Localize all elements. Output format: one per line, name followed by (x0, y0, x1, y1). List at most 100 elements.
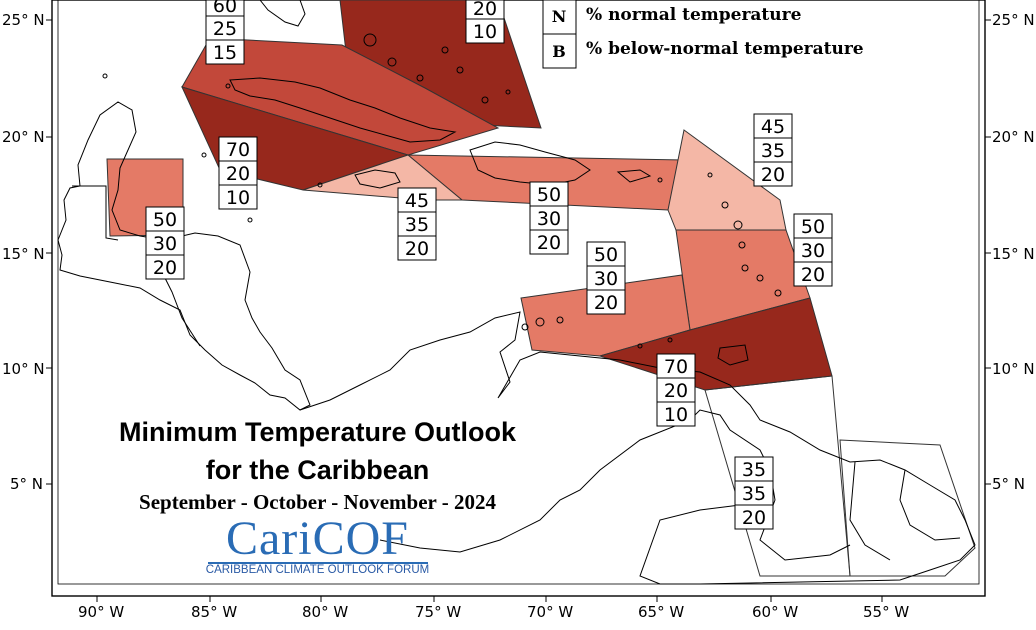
prob-value: 35 (405, 214, 429, 236)
longitude-labels: 90° W 85° W 80° W 75° W 70° W 65° W 60° … (78, 603, 909, 621)
lon-label: 80° W (302, 603, 348, 621)
prob-value: 45 (405, 190, 429, 212)
lon-label: 65° W (638, 603, 684, 621)
region-guianas-east (839, 439, 976, 577)
legend-text-below: % below-normal temperature (586, 39, 864, 59)
prob-cell (529, 205, 569, 231)
map-title-line2: for the Caribbean (205, 455, 430, 485)
prob-value: 30 (153, 233, 177, 255)
coastline-trinidad (717, 344, 749, 366)
prob-cell (145, 230, 185, 256)
prob-value: 20 (742, 507, 766, 529)
prob-value: 20 (761, 164, 785, 186)
prob-value: 25 (213, 18, 237, 40)
inner-frame (57, 0, 980, 585)
prob-cell (656, 401, 696, 427)
prob-cell (734, 504, 774, 530)
legend-text-normal: % normal temperature (586, 5, 802, 25)
prob-value: 50 (594, 244, 618, 266)
prob-value: 50 (801, 216, 825, 238)
probability-box-bahamas-west: 60 25 15 (205, 0, 245, 65)
prob-cell (656, 353, 696, 379)
prob-value: 30 (537, 208, 561, 230)
coastline-jamaica (354, 169, 401, 189)
prob-cell (793, 213, 833, 239)
prob-cell (397, 235, 437, 261)
prob-cell (586, 265, 626, 291)
prob-value: 60 (213, 0, 237, 17)
prob-value: 20 (153, 257, 177, 279)
prob-cell (753, 161, 793, 187)
lat-label: 15° N (992, 245, 1035, 263)
probability-box-bahamas-east: 20 10 (465, 0, 505, 44)
lat-label: 5° N (10, 475, 43, 493)
small-islands (102, 33, 782, 349)
lat-label: 20° N (2, 128, 45, 146)
coastline-cuba (229, 77, 457, 143)
prob-value: 10 (473, 21, 497, 43)
prob-value: 30 (594, 268, 618, 290)
legend-key-normal: N (552, 7, 567, 26)
prob-value: 20 (594, 292, 618, 314)
coastline-hispaniola (469, 141, 591, 186)
prob-cell (145, 206, 185, 232)
lon-label: 55° W (863, 603, 909, 621)
prob-value: 20 (801, 264, 825, 286)
lat-ticks (46, 19, 991, 485)
prob-value: 70 (664, 356, 688, 378)
prob-value: 20 (664, 380, 688, 402)
latitude-labels-left: 25° N 20° N 15° N 10° N 5° N (2, 11, 45, 493)
prob-cell (734, 456, 774, 482)
prob-value: 10 (226, 187, 250, 209)
prob-value: 20 (473, 0, 497, 20)
prob-cell (793, 261, 833, 287)
prob-value: 50 (537, 184, 561, 206)
lon-label: 90° W (78, 603, 124, 621)
latitude-labels-right: 25° N 20° N 15° N 10° N 5° N (992, 11, 1035, 493)
prob-cell (529, 229, 569, 255)
prob-cell (586, 241, 626, 267)
prob-value: 35 (761, 140, 785, 162)
forecast-period: September - October - November - 2024 (139, 490, 496, 514)
lat-label: 15° N (2, 245, 45, 263)
lon-label: 75° W (415, 603, 461, 621)
prob-cell (218, 160, 258, 186)
prob-cell (218, 136, 258, 162)
lon-label: 60° W (752, 603, 798, 621)
prob-cell (145, 254, 185, 280)
prob-value: 20 (226, 163, 250, 185)
caricof-logo: CariCOF CARIBBEAN CLIMATE OUTLOOK FORUM (200, 512, 435, 582)
prob-value: 45 (761, 116, 785, 138)
logo-wordmark: CariCOF (225, 512, 409, 565)
legend-key-box (542, 33, 577, 69)
prob-value: 70 (226, 139, 250, 161)
legend: N B % normal temperature % below-normal … (542, 0, 864, 69)
map-title: Minimum Temperature Outlook (118, 417, 517, 447)
coastline-puerto-rico (616, 169, 652, 183)
prob-value: 35 (742, 459, 766, 481)
legend-key-below: B (552, 42, 566, 61)
prob-value: 50 (153, 209, 177, 231)
prob-cell (734, 480, 774, 506)
prob-value: 35 (742, 483, 766, 505)
coastline-guyana-borders (759, 461, 961, 561)
lon-ticks (96, 596, 883, 602)
prob-cell (397, 187, 437, 213)
prob-cell (218, 184, 258, 210)
logo-rule (208, 562, 428, 564)
coastline-yucatan-border (72, 185, 119, 241)
lon-label: 70° W (527, 603, 573, 621)
lat-label: 25° N (992, 11, 1035, 29)
coastline-florida (259, 0, 306, 27)
lat-label: 10° N (2, 360, 45, 378)
prob-value: 15 (213, 42, 237, 64)
